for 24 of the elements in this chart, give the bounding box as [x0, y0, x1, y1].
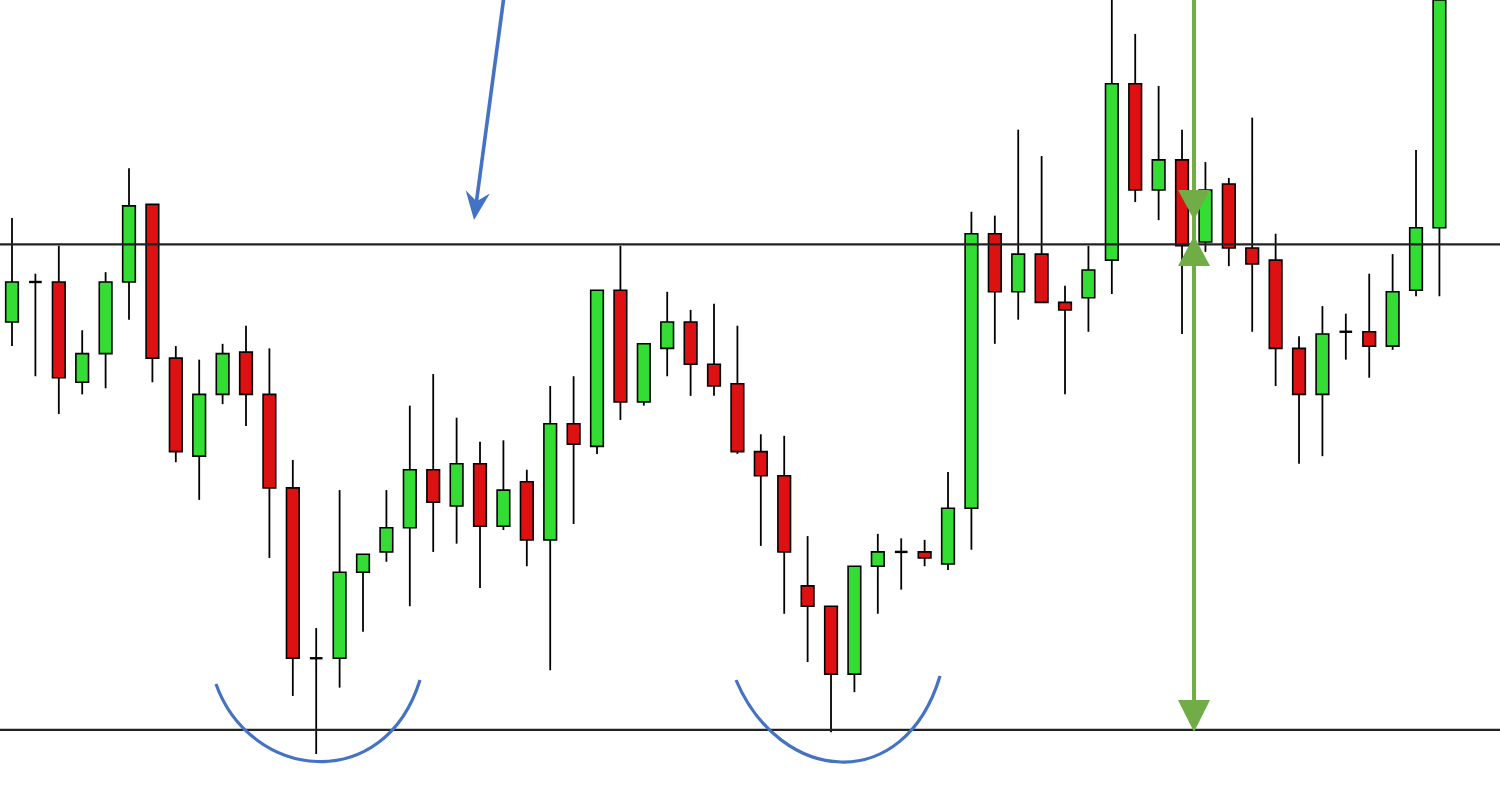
candlestick [215, 342, 230, 406]
candlestick [426, 373, 441, 553]
candlestick [1057, 284, 1073, 396]
candlestick [683, 308, 698, 397]
candlestick [379, 489, 394, 563]
candlestick [706, 302, 722, 397]
candlestick [1081, 244, 1096, 333]
candlestick [1245, 116, 1260, 333]
candlestick [1362, 272, 1377, 379]
candlestick [496, 439, 511, 531]
candlestick [1291, 335, 1307, 465]
candlestick [75, 329, 90, 396]
candlestick [4, 217, 20, 347]
candlestick [238, 324, 254, 427]
candlestick [1151, 85, 1166, 222]
candlestick [753, 433, 768, 547]
candlestick [917, 538, 932, 568]
candlestick [800, 535, 815, 663]
candlestick [1011, 128, 1026, 321]
candlestick [449, 416, 464, 545]
candlestick [660, 290, 675, 378]
candlestick [870, 532, 885, 615]
candlestick [355, 553, 371, 633]
candlestick [566, 375, 581, 525]
